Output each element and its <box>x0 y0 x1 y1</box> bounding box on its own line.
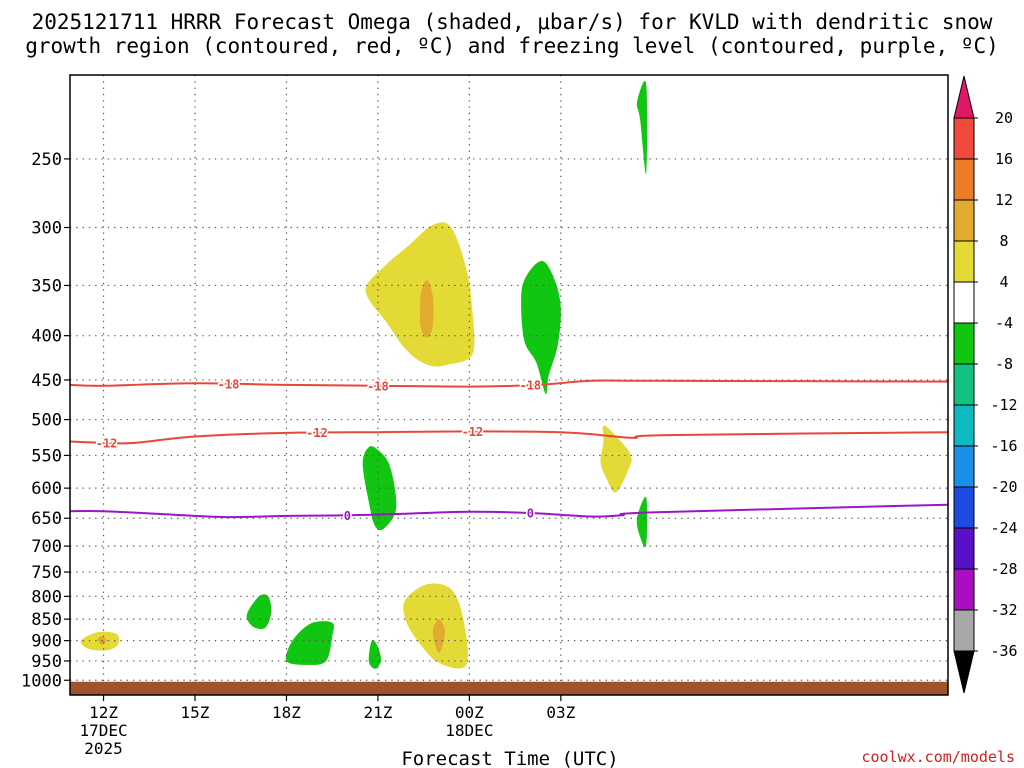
y-tick-label: 650 <box>31 509 62 529</box>
y-tick-label: 800 <box>31 587 62 607</box>
colorbar-tick-label: -4 <box>995 314 1013 332</box>
temperature-contours: -18 -18 -18 -12 -12 -12 0 0 <box>69 376 949 524</box>
y-tick-label: 750 <box>31 563 62 583</box>
colorbar-tick-label: 8 <box>999 232 1008 250</box>
colorbar-segment <box>953 158 975 201</box>
y-tick-label: 600 <box>31 479 62 499</box>
y-axis: 2503003504004505005506006507007508008509… <box>21 150 70 691</box>
contour-label-dgz-minus12: -12 <box>306 426 328 440</box>
y-tick-label: 300 <box>31 218 62 238</box>
x-tick-label: 18Z <box>272 703 301 722</box>
x-tick-label: 03Z <box>546 703 575 722</box>
y-tick-label: 400 <box>31 327 62 347</box>
colorbar-tick-label: -36 <box>990 642 1017 660</box>
x-axis-label: Forecast Time (UTC) <box>401 748 618 768</box>
colorbar-tick-label: -20 <box>990 478 1017 496</box>
ground-layer <box>70 681 948 695</box>
colorbar-bottom-arrow <box>953 650 975 694</box>
colorbar: 20 16 12 8 4 -4 -8 -12 -16 -20 -24 -28 -32 -36 <box>953 75 1018 694</box>
y-tick-label: 850 <box>31 610 62 630</box>
colorbar-segment <box>953 445 975 488</box>
y-tick-label: 250 <box>31 150 62 170</box>
contour-label-dgz-minus18: -18 <box>218 377 240 391</box>
colorbar-segment <box>953 199 975 242</box>
colorbar-tick-label: 12 <box>995 191 1013 209</box>
colorbar-segment <box>953 117 975 160</box>
y-tick-label: 500 <box>31 411 62 431</box>
credit-link[interactable]: coolwx.com/models <box>861 748 1015 766</box>
y-tick-label: 1000 <box>21 671 62 691</box>
omega-region-orange-upper <box>419 280 434 338</box>
colorbar-segment <box>953 363 975 406</box>
y-tick-label: 950 <box>31 652 62 672</box>
omega-shading <box>80 81 648 669</box>
contour-label-dgz-minus18: -18 <box>519 379 541 393</box>
y-tick-label: 450 <box>31 371 62 391</box>
contour-line-freezing-level-0 <box>69 503 949 519</box>
colorbar-tick-label: 20 <box>995 109 1013 127</box>
omega-region-green-low-1 <box>246 594 272 630</box>
chart-title-line2: growth region (contoured, red, ºC) and f… <box>25 34 999 58</box>
x-tick-year: 2025 <box>84 739 123 758</box>
y-tick-label: 350 <box>31 276 62 296</box>
y-tick-label: 900 <box>31 632 62 652</box>
colorbar-segment <box>953 609 975 652</box>
y-tick-label: 700 <box>31 537 62 557</box>
plot-frame <box>69 74 949 696</box>
contour-line-dgz-minus12 <box>69 430 949 445</box>
colorbar-segment <box>953 404 975 447</box>
colorbar-tick-label: 16 <box>995 150 1013 168</box>
x-tick-date: 17DEC <box>79 721 127 740</box>
plot-border <box>69 74 949 696</box>
chart-title-line1: 2025121711 HRRR Forecast Omega (shaded, … <box>32 10 993 34</box>
colorbar-tick-label: -32 <box>990 601 1017 619</box>
colorbar-tick-label: -16 <box>990 437 1017 455</box>
x-tick-label: 12Z <box>89 703 118 722</box>
colorbar-tick-label: -12 <box>990 396 1017 414</box>
x-tick-label: 15Z <box>181 703 210 722</box>
colorbar-tick-label: -8 <box>995 355 1013 373</box>
omega-region-green-upper <box>521 260 561 395</box>
colorbar-segment <box>953 240 975 283</box>
x-tick-label: 00Z <box>455 703 484 722</box>
contour-label-dgz-minus12: -12 <box>462 425 484 439</box>
omega-region-green-low-2 <box>285 621 335 665</box>
colorbar-tick-label: 4 <box>999 273 1008 291</box>
colorbar-segment <box>953 322 975 365</box>
colorbar-segment <box>953 527 975 570</box>
colorbar-segment <box>953 568 975 611</box>
y-tick-label: 550 <box>31 446 62 466</box>
omega-region-yellow-mid-right <box>600 425 632 493</box>
colorbar-segment <box>953 281 975 324</box>
contour-label-freezing-level-0: 0 <box>527 507 534 521</box>
contour-label-dgz-minus12: -12 <box>96 436 118 450</box>
omega-region-yellow-upper <box>365 222 475 367</box>
colorbar-segment <box>953 486 975 529</box>
omega-region-green-right-edge <box>636 496 648 548</box>
x-tick-label: 21Z <box>363 703 392 722</box>
contour-label-freezing-level-0: 0 <box>344 509 351 523</box>
colorbar-tick-label: -28 <box>990 560 1017 578</box>
omega-region-green-top-right <box>636 81 648 175</box>
colorbar-tick-label: -24 <box>990 519 1017 537</box>
ground-terrain <box>70 681 948 695</box>
contour-line-dgz-minus18 <box>69 379 949 388</box>
x-tick-date: 18DEC <box>445 721 493 740</box>
omega-region-orange-low-right <box>432 619 445 653</box>
contour-label-dgz-minus18: -18 <box>367 379 389 393</box>
